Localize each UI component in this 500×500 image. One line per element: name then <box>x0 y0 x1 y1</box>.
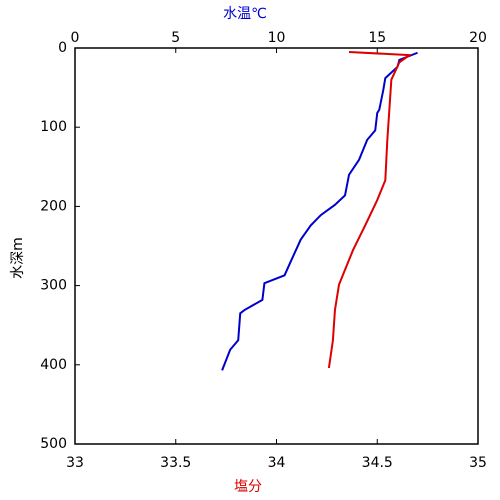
x2-tick-label: 0 <box>71 30 80 46</box>
x-tick-label: 33.5 <box>160 455 191 471</box>
y-tick-label: 100 <box>40 119 67 135</box>
plot-frame <box>74 47 479 445</box>
x2-tick-label: 10 <box>268 30 286 46</box>
y-tick-label: 200 <box>40 198 67 214</box>
x-tick-label: 35 <box>469 455 487 471</box>
x2-axis-label: 水温℃ <box>223 6 267 22</box>
data-line <box>327 50 413 369</box>
x2-tick-label: 5 <box>171 30 180 46</box>
y-axis-label: 水深m <box>10 237 26 279</box>
x-tick-label: 34.5 <box>362 455 393 471</box>
x2-tick-label: 20 <box>469 30 487 46</box>
x-tick-label: 34 <box>268 455 286 471</box>
y-tick-label: 0 <box>58 40 67 56</box>
x2-tick-label: 15 <box>368 30 386 46</box>
y-tick-label: 500 <box>40 436 67 452</box>
y-tick-label: 300 <box>40 278 67 294</box>
data-line <box>221 51 418 371</box>
x-tick-label: 33 <box>66 455 84 471</box>
x-axis-label: 塩分 <box>234 479 262 495</box>
y-tick-label: 400 <box>40 357 67 373</box>
